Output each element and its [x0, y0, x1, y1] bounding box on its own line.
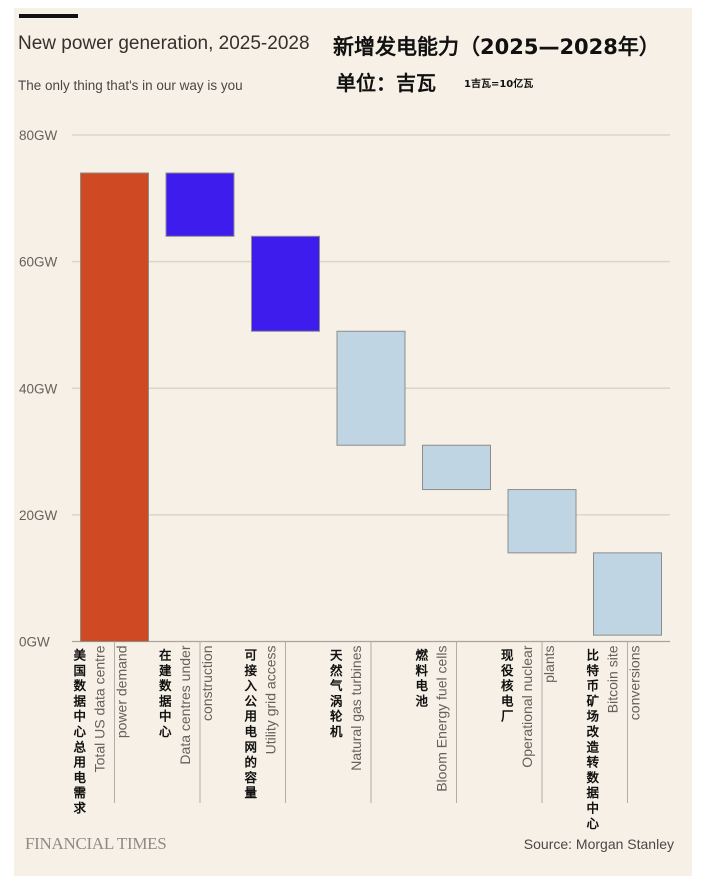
y-axis-ticks: 0GW 20GW 40GW 60GW 80GW [19, 128, 58, 650]
x-label-en: Data centres under [177, 645, 193, 764]
y-tick-label: 40GW [19, 381, 58, 396]
y-tick-label: 80GW [19, 128, 58, 143]
unit-note-zh: 1吉瓦=10亿瓦 [464, 79, 534, 90]
x-axis-labels: 美国数据中心总用电需求 Total US data centre power dem… [73, 641, 643, 831]
chart-title-zh: 新增发电能力（2025—2028年） [333, 35, 660, 59]
x-label-zh: 可接入公用电网的容量 [244, 648, 258, 801]
x-label-en: conversions [627, 646, 643, 721]
bar-5 [507, 489, 577, 554]
x-label-en: Bitcoin site [605, 645, 621, 713]
y-tick-label: 0GW [19, 635, 50, 650]
x-label-en: plants [541, 646, 557, 683]
x-label-zh: 现役核电厂 [501, 648, 514, 724]
x-label-zh: 燃料电池 [416, 648, 429, 709]
x-label-en: Natural gas turbines [348, 646, 364, 771]
x-label-zh: 美国数据中心总用电需求 [73, 648, 87, 816]
x-label-en: construction [199, 646, 215, 721]
bar-6 [593, 552, 662, 636]
x-label-en: Utility grid access [263, 646, 279, 755]
x-label-zh: 比特币矿场改造转数据中心 [586, 648, 600, 831]
bar-0 [80, 172, 149, 643]
bar-4 [422, 444, 491, 491]
unit-label-zh: 单位：吉瓦 [336, 71, 436, 95]
bar-2 [251, 235, 320, 332]
x-label-en: Bloom Energy fuel cells [434, 646, 450, 792]
source-note: Source: Morgan Stanley [523, 836, 674, 852]
financial-times-logo: FINANCIAL TIMES [25, 834, 167, 853]
x-label-en: Total US data centre [92, 645, 108, 772]
chart-title: New power generation, 2025-2028 [18, 33, 310, 54]
x-label-en: power demand [114, 646, 130, 739]
x-label-zh: 在建数据中心 [158, 648, 172, 740]
ft-accent-bar [19, 14, 78, 18]
bar-3 [336, 330, 406, 446]
y-tick-label: 20GW [19, 508, 58, 523]
bar-1 [165, 172, 235, 237]
chart-subtitle: The only thing that's in our way is you [18, 78, 243, 93]
x-label-zh: 天然气涡轮机 [329, 648, 343, 740]
y-tick-label: 60GW [19, 255, 58, 270]
bars [80, 172, 662, 643]
x-label-en: Operational nuclear [519, 645, 535, 768]
